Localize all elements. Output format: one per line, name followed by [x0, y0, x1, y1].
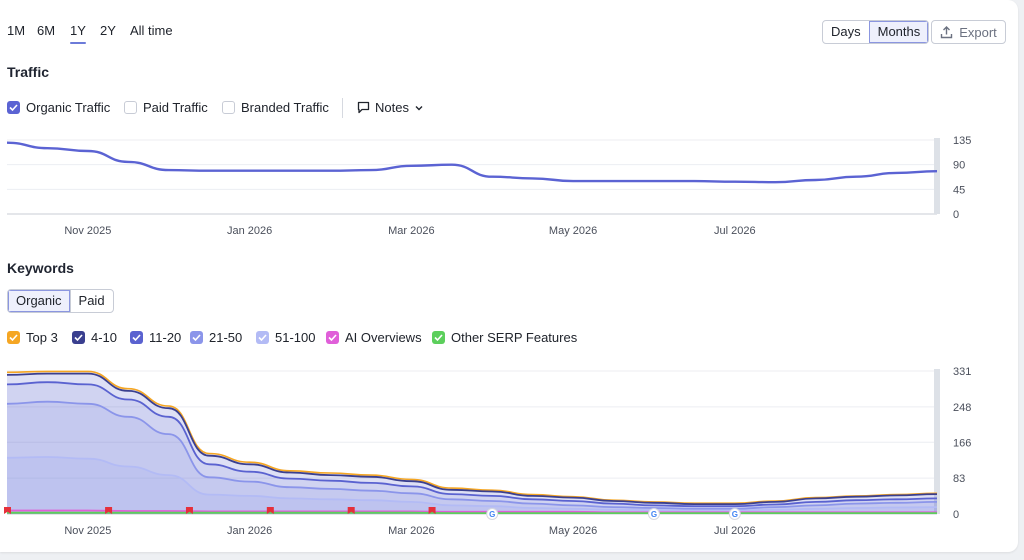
x-tick-label: Nov 2025: [64, 525, 111, 537]
notes-dropdown[interactable]: Notes: [357, 100, 424, 115]
y-tick-label: 0: [953, 209, 959, 221]
area-top-3: [7, 371, 937, 514]
x-tick-label: May 2026: [549, 225, 597, 237]
line-11-20: [6, 381, 938, 508]
legend-label: 21-50: [209, 330, 243, 345]
granularity-toggle: Days Months: [822, 20, 930, 44]
y-tick-label: 248: [953, 402, 971, 414]
checkbox-checked-icon: [190, 331, 203, 344]
legend-top-3-checkbox[interactable]: Top 3: [7, 330, 58, 345]
flag-marker-icon[interactable]: [105, 507, 113, 514]
paid-traffic-checkbox[interactable]: Paid Traffic: [124, 100, 208, 115]
x-tick-label: Mar 2026: [388, 525, 434, 537]
toolbar-divider: [342, 98, 343, 118]
organic-traffic-line: [6, 141, 938, 184]
y-tick-label: 166: [953, 437, 971, 449]
legend-label: 11-20: [149, 330, 182, 345]
keywords-chart: 0 83 166 248 331 Nov 2025 Jan 2026 Mar 2026 May …: [4, 366, 971, 537]
checkbox-unchecked-icon: [124, 101, 137, 114]
legend-label: Other SERP Features: [451, 330, 578, 345]
notes-label: Notes: [375, 100, 409, 115]
checkbox-checked-icon: [7, 101, 20, 114]
keywords-title: Keywords: [7, 260, 74, 276]
line-4-10: [6, 372, 938, 505]
tab-paid[interactable]: Paid: [69, 290, 113, 312]
svg-text:G: G: [651, 510, 657, 519]
range-2y-button[interactable]: 2Y: [100, 23, 116, 38]
upload-icon: [941, 25, 953, 38]
y-tick-label: 83: [953, 473, 965, 485]
area-21-50: [7, 401, 937, 514]
report-card: 1M 6M 1Y 2Y All time Days Months Export Traf…: [0, 0, 1018, 552]
legend-label: AI Overviews: [345, 330, 422, 345]
range-all-time-button[interactable]: All time: [130, 23, 173, 38]
google-update-icon[interactable]: G: [647, 508, 660, 520]
line-21-50: [6, 400, 938, 510]
x-tick-label: Jul 2026: [714, 525, 756, 537]
days-button[interactable]: Days: [831, 24, 861, 39]
checkbox-checked-icon: [130, 331, 143, 344]
legend-51-100-checkbox[interactable]: 51-100: [256, 330, 315, 345]
area-4-10: [7, 373, 937, 514]
range-1y-button[interactable]: 1Y: [70, 23, 86, 44]
x-tick-label: Mar 2026: [388, 225, 434, 237]
flag-marker-icon[interactable]: [4, 507, 11, 514]
line-51-100: [6, 456, 938, 512]
checkbox-checked-icon: [326, 331, 339, 344]
range-1m-button[interactable]: 1M: [7, 23, 26, 38]
checkbox-checked-icon: [256, 331, 269, 344]
legend-label: 4-10: [91, 330, 118, 345]
months-button[interactable]: Months: [868, 21, 929, 43]
branded-traffic-label: Branded Traffic: [241, 100, 329, 115]
range-6m-button[interactable]: 6M: [37, 23, 56, 38]
y-tick-label: 45: [953, 184, 965, 196]
line-top-3: [6, 370, 938, 504]
google-update-icon[interactable]: G: [728, 508, 741, 520]
flag-marker-icon[interactable]: [347, 507, 355, 514]
legend-21-50-checkbox[interactable]: 21-50: [190, 330, 242, 345]
export-button[interactable]: Export: [931, 20, 1006, 44]
checkbox-checked-icon: [72, 331, 85, 344]
organic-traffic-checkbox[interactable]: Organic Traffic: [7, 100, 110, 115]
traffic-title: Traffic: [7, 64, 50, 80]
flag-marker-icon[interactable]: [185, 507, 193, 514]
checkbox-unchecked-icon: [222, 101, 235, 114]
y-tick-label: 331: [953, 366, 971, 378]
tab-organic[interactable]: Organic: [8, 290, 70, 312]
legend-11-20-checkbox[interactable]: 11-20: [130, 330, 181, 345]
flag-marker-icon[interactable]: [428, 507, 436, 514]
organic-traffic-label: Organic Traffic: [26, 100, 111, 115]
svg-text:G: G: [732, 510, 738, 519]
legend-4-10-checkbox[interactable]: 4-10: [72, 330, 117, 345]
x-tick-label: May 2026: [549, 525, 597, 537]
y-tick-label: 90: [953, 160, 965, 172]
x-tick-label: Jan 2026: [227, 225, 272, 237]
legend-label: Top 3: [26, 330, 58, 345]
legend-label: 51-100: [275, 330, 316, 345]
area-51-100: [7, 457, 937, 514]
y-tick-label: 135: [953, 135, 971, 147]
export-label: Export: [959, 24, 997, 40]
y-tick-label: 0: [953, 509, 959, 521]
checkbox-checked-icon: [7, 331, 20, 344]
chart-scroll-handle[interactable]: [934, 138, 940, 214]
chart-scroll-handle[interactable]: [934, 369, 940, 514]
x-tick-label: Nov 2025: [64, 225, 111, 237]
google-update-icon[interactable]: G: [486, 508, 499, 520]
legend-ai-overviews-checkbox[interactable]: AI Overviews: [326, 330, 422, 345]
chevron-down-icon: [415, 105, 423, 110]
traffic-chart: 0 45 90 135 Nov 2025 Jan 2026 Mar 2026 May 2026…: [6, 135, 971, 237]
flag-marker-icon[interactable]: [266, 507, 274, 514]
legend-other-serp-features-checkbox[interactable]: Other SERP Features: [432, 330, 577, 345]
keywords-source-toggle: Organic Paid: [7, 289, 114, 313]
branded-traffic-checkbox[interactable]: Branded Traffic: [222, 100, 329, 115]
checkbox-checked-icon: [432, 331, 445, 344]
note-icon: [357, 101, 370, 114]
paid-traffic-label: Paid Traffic: [143, 100, 208, 115]
x-tick-label: Jul 2026: [714, 225, 756, 237]
svg-text:G: G: [489, 510, 495, 519]
x-tick-label: Jan 2026: [227, 525, 272, 537]
